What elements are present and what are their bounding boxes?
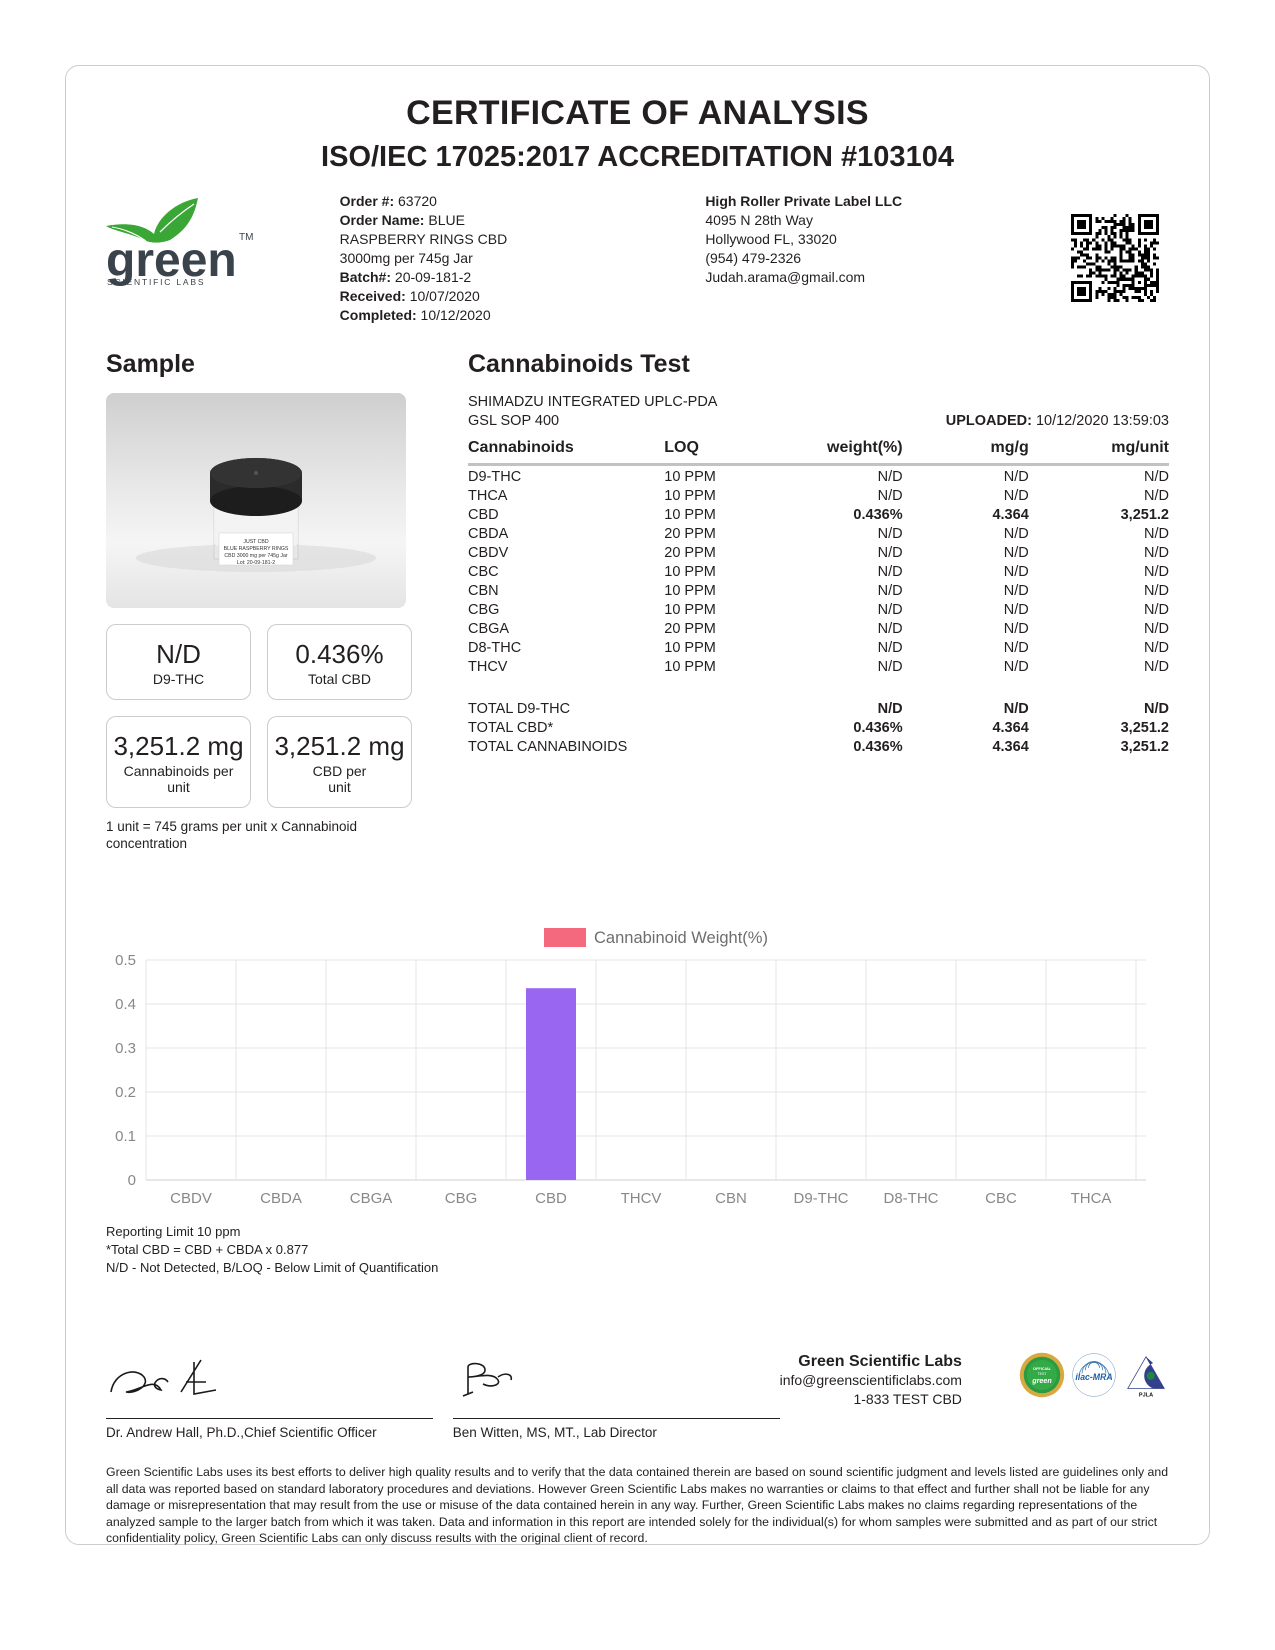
svg-text:SCIENTIFIC LABS: SCIENTIFIC LABS bbox=[107, 277, 205, 287]
svg-text:TEST: TEST bbox=[1037, 1372, 1047, 1376]
svg-text:THCV: THCV bbox=[621, 1190, 662, 1207]
svg-text:CBD 3000 mg per 745g Jar: CBD 3000 mg per 745g Jar bbox=[224, 553, 287, 559]
svg-text:CBDV: CBDV bbox=[170, 1190, 212, 1207]
svg-text:0.5: 0.5 bbox=[115, 952, 136, 969]
svg-text:Cannabinoid Weight(%): Cannabinoid Weight(%) bbox=[594, 929, 768, 947]
svg-text:green: green bbox=[1031, 1377, 1052, 1385]
svg-text:BLUE RASPBERRY RINGS: BLUE RASPBERRY RINGS bbox=[224, 546, 289, 552]
svg-text:0: 0 bbox=[128, 1172, 136, 1189]
svg-text:CBD: CBD bbox=[535, 1190, 567, 1207]
svg-text:ilac-MRA: ilac-MRA bbox=[1075, 1372, 1112, 1382]
svg-text:CBC: CBC bbox=[985, 1190, 1017, 1207]
svg-text:0.4: 0.4 bbox=[115, 996, 136, 1013]
svg-text:0.2: 0.2 bbox=[115, 1084, 136, 1101]
svg-text:CBGA: CBGA bbox=[350, 1190, 393, 1207]
svg-text:THCA: THCA bbox=[1071, 1190, 1112, 1207]
svg-text:CBN: CBN bbox=[715, 1190, 747, 1207]
svg-text:CBG: CBG bbox=[445, 1190, 478, 1207]
svg-text:PJLA: PJLA bbox=[1139, 1392, 1153, 1398]
svg-text:CBDA: CBDA bbox=[260, 1190, 302, 1207]
svg-text:0.3: 0.3 bbox=[115, 1040, 136, 1057]
svg-text:TM: TM bbox=[239, 232, 253, 243]
svg-text:OFFICIAL: OFFICIAL bbox=[1033, 1366, 1052, 1371]
svg-text:JUST CBD: JUST CBD bbox=[243, 539, 269, 545]
svg-text:0.1: 0.1 bbox=[115, 1128, 136, 1145]
svg-text:D9-THC: D9-THC bbox=[794, 1190, 849, 1207]
svg-text:D8-THC: D8-THC bbox=[884, 1190, 939, 1207]
svg-text:Lot: 20-09-181-2: Lot: 20-09-181-2 bbox=[237, 560, 275, 566]
